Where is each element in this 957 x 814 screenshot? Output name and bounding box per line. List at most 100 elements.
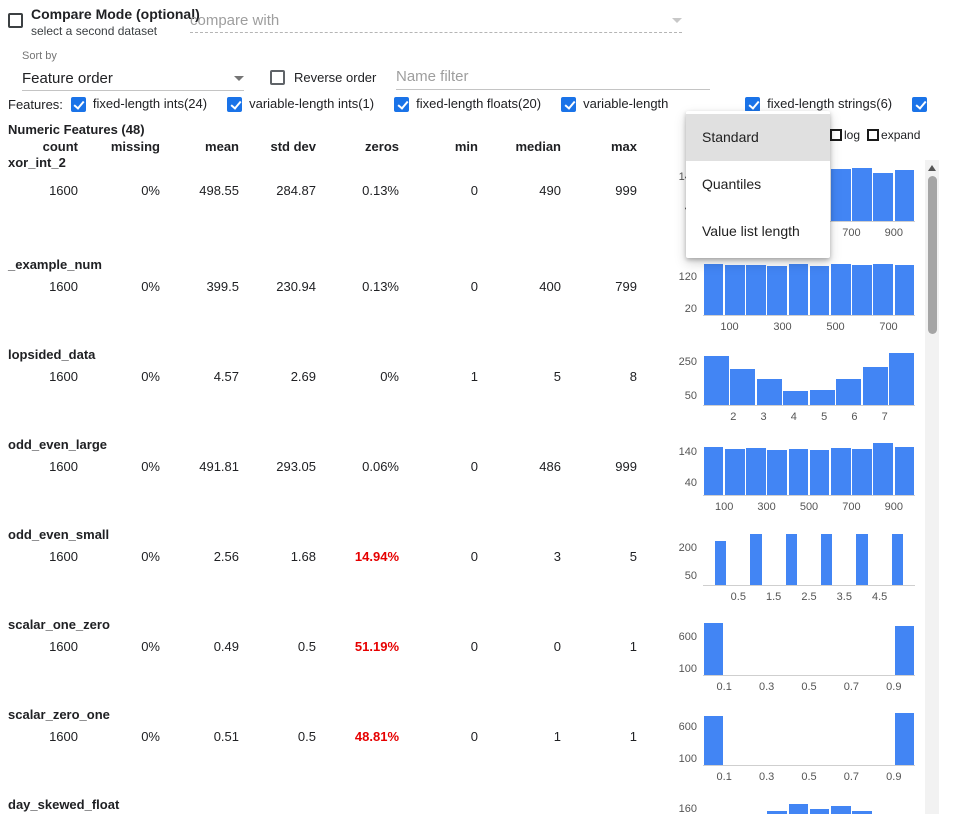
feature-name: scalar_one_zero [8, 617, 110, 632]
menu-item[interactable]: Quantiles [702, 176, 762, 192]
histogram-bin [756, 351, 783, 405]
histogram-bar [856, 534, 868, 585]
feature-type-filter[interactable]: fixed-length floats(20) [394, 96, 541, 112]
feature-type-filter[interactable]: variable-length floats(2) [561, 96, 725, 112]
y-axis-tick: 100 [678, 662, 697, 675]
y-axis-tick: 40 [684, 476, 697, 489]
histogram-bin [788, 801, 809, 814]
stat-mean: 0.49 [213, 639, 239, 654]
histogram-bin [788, 711, 809, 765]
histogram-bin [830, 261, 851, 315]
feature-histogram[interactable]: 16060 [663, 797, 935, 814]
column-header: missing [110, 139, 160, 154]
histogram-bar [830, 168, 851, 221]
feature-stats: 1600 0% 4.57 2.69 0% 1 5 8 [8, 369, 637, 384]
menu-item[interactable]: Value list length [702, 223, 800, 239]
feature-row: scalar_one_zero 1600 0% 0.49 0.5 51.19% … [0, 617, 957, 707]
feature-row: day_skewed_float 16060 [0, 797, 957, 814]
histogram-x-axis: 0.5 1.5 2.5 3.5 4.5 [703, 591, 915, 604]
histogram-bin [873, 711, 894, 765]
histogram-bar [873, 263, 894, 315]
y-axis-tick: 20 [684, 302, 697, 315]
histogram-plot [703, 801, 915, 814]
feature-row: scalar_zero_one 1600 0% 0.51 0.5 48.81% … [0, 707, 957, 797]
name-filter-input[interactable] [396, 64, 710, 90]
compare-mode-checkbox[interactable] [8, 13, 23, 28]
table-column-headers: count missing mean std dev zeros min median max [8, 139, 637, 154]
feature-histogram[interactable]: 250 50 2 3 4 5 6 7 [663, 347, 935, 433]
stat-zeros: 0.06% [362, 459, 399, 474]
x-axis-tick: 1.5 [766, 591, 782, 603]
histogram-bar [809, 390, 835, 405]
histogram-y-axis: 600 100 [663, 621, 699, 675]
stat-missing: 0% [141, 459, 160, 474]
histogram-bar [703, 355, 729, 405]
histogram-bin [851, 621, 872, 675]
stat-min: 0 [470, 279, 478, 294]
histogram-bar [889, 353, 915, 405]
histogram-bar [809, 449, 830, 495]
checkbox-icon [270, 70, 285, 85]
histogram-bin [703, 621, 724, 675]
histogram-x-axis: 0.1 0.3 0.5 0.7 0.9 [703, 771, 915, 784]
histogram-bar [703, 623, 724, 675]
x-axis-tick: 700 [842, 501, 861, 513]
histogram-bin [774, 531, 809, 585]
histogram-bin [809, 351, 836, 405]
histogram-bin [788, 441, 809, 495]
menu-item[interactable]: Standard [686, 114, 830, 161]
feature-name: xor_int_2 [8, 155, 66, 170]
histogram-bin [830, 621, 851, 675]
compare-mode-section: Compare Mode (optional) select a second … [8, 6, 200, 38]
features-label: Features: [8, 96, 63, 112]
histogram-bin [703, 531, 738, 585]
stat-mean: 0.51 [213, 729, 239, 744]
feature-histogram[interactable]: 120 20 100 300 500 700 [663, 257, 935, 343]
stat-min: 1 [470, 369, 478, 384]
feature-name: day_skewed_float [8, 797, 120, 812]
stat-median: 0 [553, 639, 561, 654]
feature-histogram[interactable]: 200 50 0.5 1.5 2.5 3.5 4.5 [663, 527, 935, 613]
histogram-bar [724, 448, 745, 495]
compare-with-dropdown[interactable]: compare with [190, 8, 682, 33]
y-axis-tick: 50 [684, 569, 697, 582]
y-axis-tick: 140 [678, 446, 697, 459]
histogram-y-axis: 120 20 [663, 261, 699, 315]
histogram-bar [746, 264, 766, 315]
checkbox-icon [70, 96, 86, 112]
feature-type-filter[interactable]: fixed-length strings(6) [745, 96, 892, 112]
sort-by-label: Sort by [22, 50, 57, 62]
histogram-bin [851, 167, 872, 221]
stat-mean: 491.81 [199, 459, 239, 474]
histogram-bar [852, 811, 872, 814]
chart-type-menu: Standard Quantiles Value list length [686, 111, 830, 258]
reverse-order-toggle[interactable]: Reverse order [270, 70, 376, 85]
chevron-down-icon [672, 17, 682, 23]
feature-type-filter[interactable]: variable-length ints(1) [227, 96, 374, 112]
stat-count: 1600 [49, 549, 78, 564]
expand-toggle[interactable]: expand [867, 128, 920, 142]
histogram-bin [767, 261, 788, 315]
scrollbar-thumb[interactable] [927, 176, 937, 334]
feature-type-filter[interactable] [912, 96, 934, 112]
feature-histogram[interactable]: 140 40 100 300 500 700 900 [663, 437, 935, 523]
column-header: max [610, 139, 637, 154]
x-axis-tick: 0.7 [843, 681, 860, 693]
scrollbar[interactable] [925, 160, 939, 814]
feature-histogram[interactable]: 600 100 0.1 0.3 0.5 0.7 0.9 [663, 617, 935, 703]
log-toggle[interactable]: log [830, 128, 860, 142]
histogram-bin [880, 531, 915, 585]
feature-histogram[interactable]: 600 100 0.1 0.3 0.5 0.7 0.9 [663, 707, 935, 793]
scroll-up-arrow-icon[interactable] [928, 165, 936, 171]
sort-dropdown[interactable]: Feature order [22, 66, 244, 91]
histogram-bin [830, 167, 851, 221]
stat-max: 999 [615, 183, 637, 198]
x-axis-tick: 6 [851, 411, 858, 423]
checkbox-icon [830, 129, 842, 141]
histogram-bar [703, 264, 724, 315]
stat-min: 0 [470, 639, 478, 654]
histogram-bar [862, 366, 888, 405]
stat-std-dev: 0.5 [297, 639, 316, 654]
feature-type-filter[interactable]: fixed-length ints(24) [70, 96, 207, 112]
histogram-bin [745, 711, 766, 765]
